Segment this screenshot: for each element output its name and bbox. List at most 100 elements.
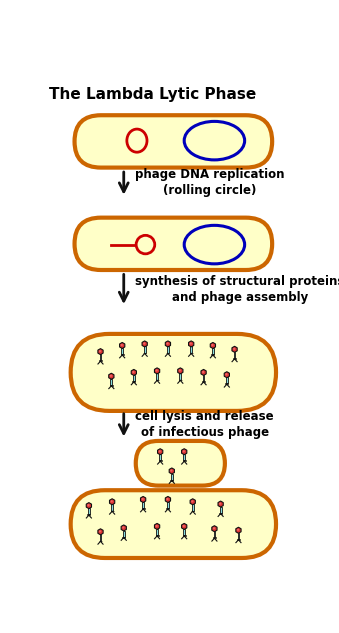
Bar (183, 454, 185, 460)
Polygon shape (165, 496, 171, 503)
Ellipse shape (237, 529, 239, 531)
Bar (88, 508, 90, 515)
Polygon shape (190, 499, 195, 505)
Bar (233, 358, 236, 359)
Bar (213, 537, 216, 538)
Ellipse shape (170, 470, 173, 472)
Polygon shape (98, 349, 103, 354)
Polygon shape (142, 341, 147, 347)
Polygon shape (236, 527, 241, 533)
Ellipse shape (121, 344, 123, 346)
FancyBboxPatch shape (75, 115, 272, 168)
Bar (133, 375, 135, 381)
Bar (111, 505, 113, 511)
Ellipse shape (213, 527, 215, 529)
Polygon shape (86, 503, 92, 509)
Bar (100, 534, 101, 541)
Polygon shape (178, 368, 183, 374)
Polygon shape (109, 373, 114, 379)
Bar (214, 531, 215, 537)
Bar (167, 502, 169, 508)
Ellipse shape (183, 525, 185, 527)
Bar (100, 354, 101, 360)
Polygon shape (109, 499, 115, 505)
Bar (159, 460, 162, 461)
Ellipse shape (156, 525, 158, 527)
Polygon shape (212, 526, 217, 532)
Polygon shape (165, 341, 171, 347)
Bar (190, 346, 192, 353)
Ellipse shape (202, 371, 204, 373)
Ellipse shape (183, 450, 185, 453)
Bar (121, 348, 123, 354)
Bar (226, 377, 228, 384)
Bar (183, 460, 186, 461)
Ellipse shape (225, 373, 227, 375)
FancyBboxPatch shape (71, 334, 276, 411)
Polygon shape (131, 370, 136, 375)
Ellipse shape (233, 348, 235, 350)
Ellipse shape (142, 498, 144, 500)
Bar (183, 535, 186, 536)
Bar (159, 454, 161, 460)
Ellipse shape (110, 375, 112, 377)
Polygon shape (224, 372, 230, 378)
Ellipse shape (190, 342, 192, 344)
Polygon shape (232, 346, 237, 353)
Bar (144, 346, 145, 353)
FancyBboxPatch shape (136, 441, 225, 486)
Text: cell lysis and release
of infectious phage: cell lysis and release of infectious pha… (135, 410, 274, 439)
Polygon shape (188, 341, 194, 347)
Ellipse shape (191, 500, 193, 503)
Polygon shape (120, 342, 125, 348)
Ellipse shape (219, 503, 221, 505)
Ellipse shape (111, 500, 113, 503)
Bar (202, 381, 205, 382)
Ellipse shape (159, 450, 161, 453)
Polygon shape (140, 496, 146, 503)
Bar (111, 379, 112, 385)
Bar (183, 529, 185, 535)
Ellipse shape (166, 342, 168, 344)
Polygon shape (182, 523, 187, 529)
Ellipse shape (211, 344, 214, 346)
Text: phage DNA replication
(rolling circle): phage DNA replication (rolling circle) (135, 168, 285, 197)
Text: synthesis of structural proteins
and phage assembly: synthesis of structural proteins and pha… (135, 275, 339, 304)
Polygon shape (155, 523, 160, 529)
Polygon shape (121, 525, 126, 531)
Text: The Lambda Lytic Phase: The Lambda Lytic Phase (48, 87, 256, 102)
Bar (238, 533, 239, 539)
Bar (212, 354, 214, 355)
Ellipse shape (122, 527, 124, 529)
Bar (203, 375, 204, 381)
Bar (167, 346, 169, 353)
Bar (121, 354, 124, 355)
Bar (156, 373, 158, 380)
FancyBboxPatch shape (71, 490, 276, 558)
Polygon shape (218, 501, 223, 507)
Bar (110, 385, 113, 386)
Bar (123, 530, 125, 537)
Bar (99, 360, 102, 361)
Ellipse shape (87, 504, 89, 506)
Polygon shape (201, 370, 206, 375)
Bar (132, 381, 135, 382)
Polygon shape (155, 368, 160, 374)
Bar (234, 352, 236, 358)
Polygon shape (182, 449, 187, 454)
Polygon shape (210, 342, 216, 348)
Ellipse shape (143, 342, 145, 344)
Bar (192, 505, 194, 511)
Bar (166, 508, 170, 509)
Bar (142, 508, 144, 509)
Polygon shape (158, 449, 163, 454)
Ellipse shape (179, 370, 181, 372)
Bar (220, 506, 221, 513)
Bar (171, 473, 173, 480)
Ellipse shape (166, 498, 168, 500)
Polygon shape (169, 468, 175, 474)
Ellipse shape (156, 370, 158, 372)
Bar (212, 348, 214, 354)
Ellipse shape (99, 530, 101, 532)
Ellipse shape (132, 371, 135, 373)
